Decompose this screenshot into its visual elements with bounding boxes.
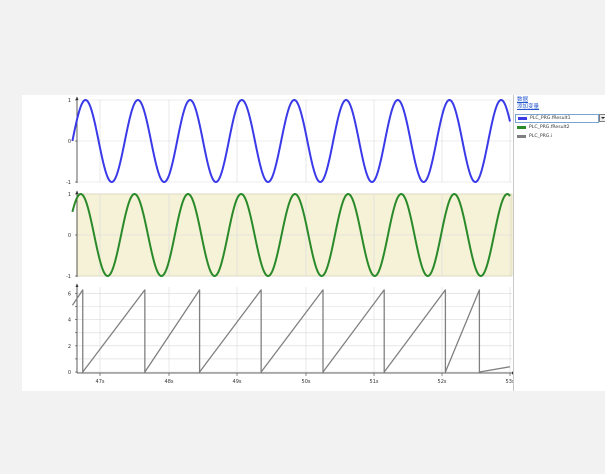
legend-swatch-result2 — [517, 126, 526, 129]
data-link[interactable]: 数据 — [517, 97, 529, 103]
legend-item-result2[interactable]: PLC_PRG.fResult2 — [515, 123, 599, 132]
y-tick-label: 0 — [68, 370, 71, 376]
x-tick-label: 52s — [438, 379, 447, 385]
trace-legend-panel: 数据 添加变量 PLC_PRG.fResult1 PLC_PRG.fResult… — [513, 95, 605, 391]
y-tick-label: 1 — [68, 192, 71, 198]
y-tick-label: -1 — [66, 274, 71, 280]
series-line-plc-prg-i — [71, 289, 511, 373]
y-axis-arrow — [75, 190, 79, 194]
legend-list: PLC_PRG.fResult1 PLC_PRG.fResult2 PLC_PR… — [515, 114, 605, 141]
series-line-plc-prg-fresult1 — [71, 99, 511, 183]
x-tick-label: 50s — [302, 379, 311, 385]
y-tick-label: -1 — [66, 180, 71, 186]
y-tick-label: 2 — [68, 344, 71, 350]
legend-name-result1: PLC_PRG.fResult1 — [530, 116, 571, 121]
legend-swatch-result1 — [518, 117, 527, 120]
series-line-plc-prg-fresult2 — [71, 193, 511, 277]
legend-name-result2: PLC_PRG.fResult2 — [529, 125, 570, 130]
add-variable-link[interactable]: 添加变量 — [517, 104, 540, 110]
y-tick-label: 4 — [68, 318, 71, 324]
y-tick-label: 1 — [68, 98, 71, 104]
legend-item-result1[interactable]: PLC_PRG.fResult1 — [515, 114, 605, 123]
legend-swatch-i — [517, 135, 526, 138]
y-tick-label: 0 — [68, 139, 71, 145]
x-tick-label: 51s — [370, 379, 379, 385]
legend-dropdown-button[interactable] — [599, 114, 605, 122]
y-axis-arrow — [75, 96, 79, 100]
x-tick-label: 49s — [233, 379, 242, 385]
y-tick-label: 6 — [68, 292, 71, 298]
legend-item-i[interactable]: PLC_PRG.i — [515, 132, 599, 141]
x-tick-label: 53s — [506, 379, 515, 385]
y-axis-arrow — [75, 283, 79, 287]
x-tick-label: 48s — [165, 379, 174, 385]
chevron-down-icon — [600, 117, 605, 119]
x-tick-label: 47s — [96, 379, 105, 385]
y-tick-label: 0 — [68, 233, 71, 239]
legend-name-i: PLC_PRG.i — [529, 134, 553, 139]
